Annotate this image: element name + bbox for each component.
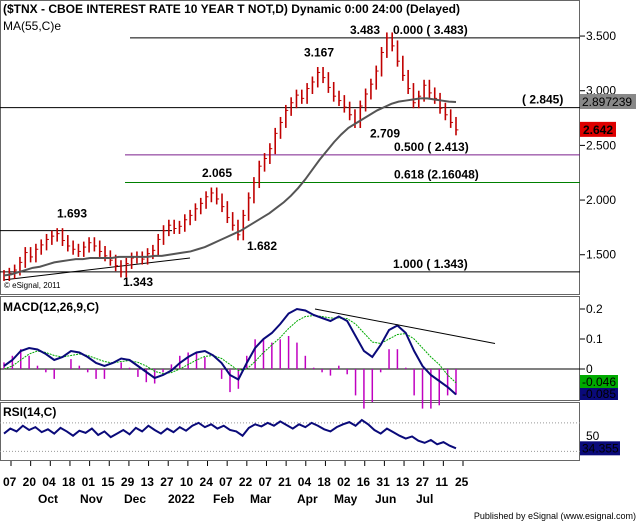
macd-layer — [0, 307, 580, 409]
price-ytick-label-3: 2.000 — [586, 193, 616, 207]
rsi-ytick-label-0: 50 — [586, 429, 600, 443]
support-trendline — [3, 257, 191, 281]
macd-panel-frame — [0, 296, 580, 401]
y-axis-layer: 3.5003.0002.5002.0001.5002.8972392.6420.… — [580, 29, 636, 456]
x-tick-label-15: 04 — [298, 475, 312, 489]
macd-signal-badge — [580, 375, 618, 388]
annotation-6: 3.483 — [350, 23, 380, 37]
x-tick-label-17: 02 — [337, 475, 351, 489]
ma-legend: MA(55,C)e — [3, 19, 61, 33]
x-tick-label-4: 01 — [82, 475, 96, 489]
x-tick-label-1: 20 — [23, 475, 37, 489]
x-month-label-8: Jun — [375, 492, 396, 506]
macd-ytick-label-1: 0.1 — [586, 332, 603, 346]
level-label-0: 0.000 ( 3.483) — [393, 23, 468, 37]
x-tick-label-9: 10 — [180, 475, 194, 489]
x-axis-layer: 07 20 04 18 01 15 29 13 27 10 24 07 22 07 21 04 18 02 16 31… — [3, 461, 469, 506]
x-month-label-9: Jul — [416, 492, 433, 506]
macd-signal-line — [3, 315, 457, 384]
x-tick-label-6: 29 — [121, 475, 135, 489]
macd-signal-badge-text: -0.046 — [582, 375, 616, 389]
macd-line-badge-text: -0.085 — [582, 387, 616, 401]
macd-ytick-label-0: 0.2 — [586, 302, 603, 316]
x-month-label-0: Oct — [38, 492, 58, 506]
macd-title: MACD(12,26,9,C) — [3, 300, 99, 314]
x-month-label-6: Apr — [297, 492, 318, 506]
chart-title: ($TNX - CBOE INTEREST RATE 10 YEAR T NOT… — [3, 2, 460, 16]
x-month-label-5: Mar — [250, 492, 272, 506]
ma-last-badge — [580, 93, 636, 109]
rsi-panel-frame — [0, 402, 580, 461]
x-tick-label-12: 22 — [239, 475, 253, 489]
price-panel-frame — [0, 0, 580, 295]
rsi-line — [3, 418, 457, 450]
level-label-3: 0.618 (2.16048) — [394, 168, 479, 182]
close-last-badge-text: 2.642 — [583, 123, 613, 137]
x-tick-label-18: 16 — [357, 475, 371, 489]
annotation-1: 1.343 — [123, 275, 153, 289]
rsi-last-badge-text: 34.355 — [582, 441, 619, 455]
price-ytick-label-4: 1.500 — [586, 248, 616, 262]
x-month-label-7: May — [334, 492, 358, 506]
annotation-5: 2.709 — [370, 127, 400, 141]
x-tick-label-22: 11 — [435, 475, 448, 489]
level-label-2: 0.500 ( 2.413) — [394, 140, 469, 154]
x-tick-label-14: 21 — [278, 475, 292, 489]
price-ytick-label-2: 2.500 — [586, 138, 616, 152]
x-tick-label-13: 07 — [258, 475, 272, 489]
rsi-layer — [0, 418, 580, 452]
x-month-label-2: Dec — [124, 492, 146, 506]
x-tick-label-8: 27 — [160, 475, 174, 489]
copyright-label: © eSignal, 2011 — [4, 281, 61, 290]
x-tick-label-2: 04 — [42, 475, 56, 489]
annotation-2: 2.065 — [202, 166, 232, 180]
annotation-3: 1.682 — [247, 239, 277, 253]
x-tick-label-10: 24 — [200, 475, 214, 489]
x-tick-label-0: 07 — [3, 475, 17, 489]
x-tick-label-5: 15 — [101, 475, 115, 489]
macd-ytick-label-2: 0 — [586, 362, 593, 376]
macd-line-badge — [580, 388, 618, 400]
x-month-label-1: Nov — [80, 492, 103, 506]
macd-line — [3, 307, 457, 396]
rsi-last-badge — [580, 441, 620, 456]
x-tick-label-21: 27 — [416, 475, 430, 489]
price-ytick-label-0: 3.500 — [586, 29, 616, 43]
macd-trendline — [314, 308, 496, 344]
annotation-4: 3.167 — [304, 45, 334, 59]
ma-last-badge-text: 2.897239 — [582, 95, 632, 109]
level-label-1: ( 2.845) — [522, 93, 563, 107]
price-layer: 0.000 ( 3.483) ( 2.845) 0.500 ( 2.413) 0.61… — [0, 23, 580, 289]
x-tick-label-3: 18 — [62, 475, 76, 489]
level-label-4: 1.000 ( 1.343) — [393, 257, 468, 271]
close-last-badge — [580, 121, 616, 137]
x-month-label-4: Feb — [213, 492, 234, 506]
x-tick-label-16: 18 — [317, 475, 331, 489]
x-tick-label-20: 13 — [396, 475, 410, 489]
published-footer: Published by eSignal (www.esignal.com) — [474, 511, 636, 521]
x-tick-label-7: 13 — [141, 475, 155, 489]
x-tick-label-11: 07 — [219, 475, 233, 489]
x-tick-label-19: 31 — [376, 475, 390, 489]
ma55-line — [3, 97, 457, 277]
x-month-label-3: 2022 — [168, 492, 195, 506]
x-tick-label-23: 25 — [455, 475, 469, 489]
panel-frames — [0, 0, 580, 461]
rsi-title: RSI(14,C) — [3, 405, 56, 419]
annotation-0: 1.693 — [57, 207, 87, 221]
